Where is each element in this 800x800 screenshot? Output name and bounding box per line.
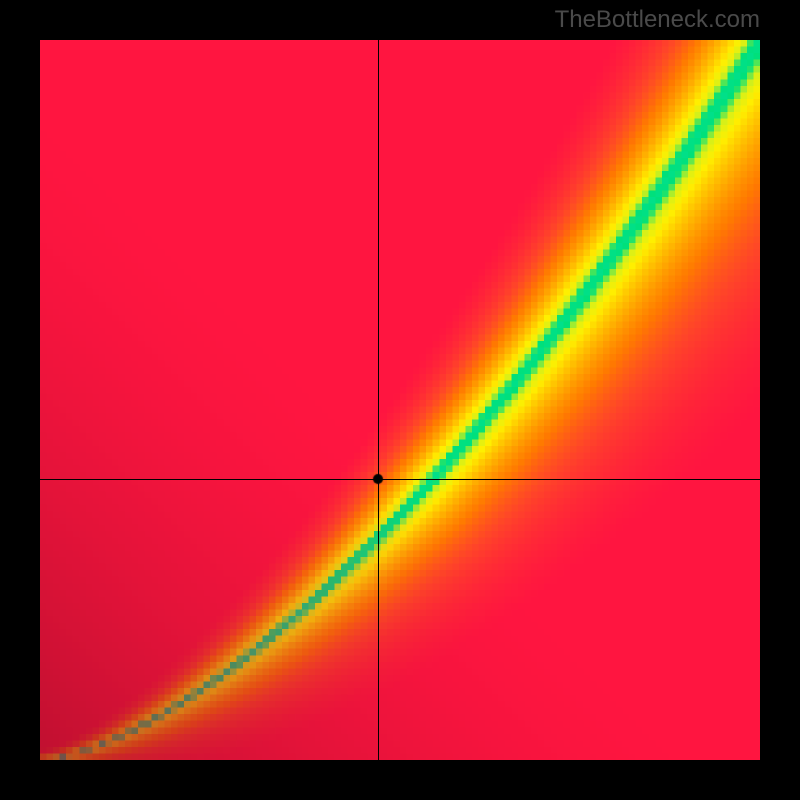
watermark-text: TheBottleneck.com bbox=[555, 6, 760, 34]
chart-container: TheBottleneck.com bbox=[0, 0, 800, 800]
crosshair-dot bbox=[372, 473, 384, 485]
bottleneck-heatmap bbox=[40, 40, 760, 760]
crosshair-vertical bbox=[378, 40, 379, 760]
crosshair-horizontal bbox=[40, 479, 760, 480]
